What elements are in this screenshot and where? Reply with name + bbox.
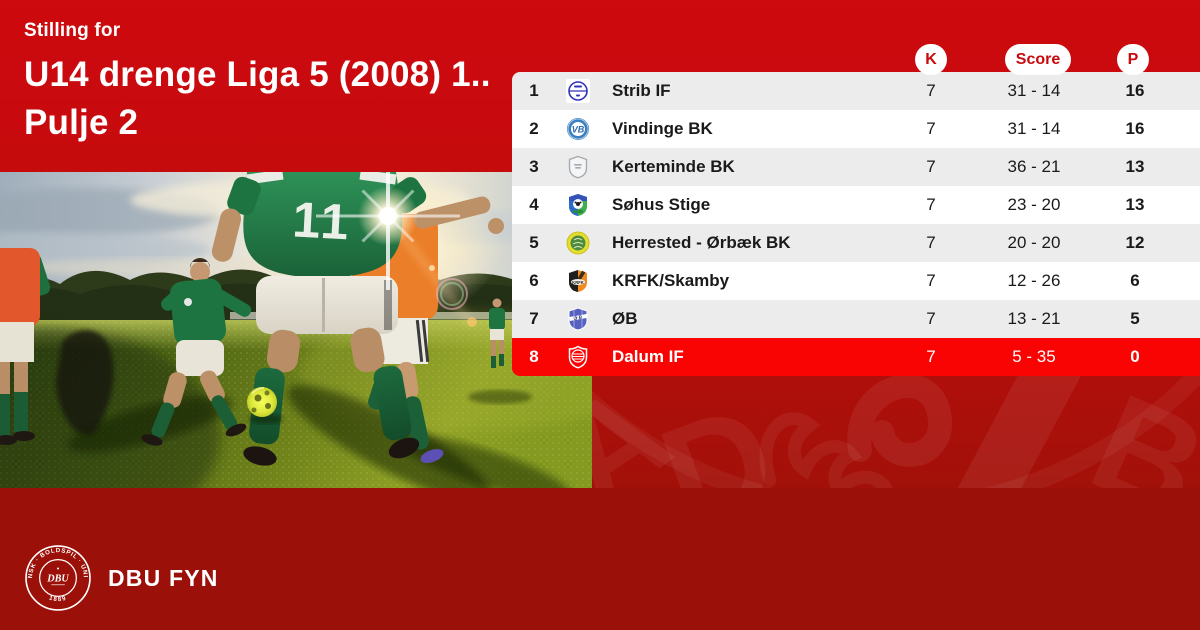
headline-block: Stilling for U14 drenge Liga 5 (2008) 1.… [24,20,491,147]
table-row: 6 KRFK KRFK/Skamby 7 12 - 26 6 [512,262,1200,300]
team-name: KRFK/Skamby [612,271,730,290]
score-cell: 13 - 21 [1007,309,1061,328]
points-cell: 6 [1130,271,1140,290]
matches-cell: 7 [926,195,936,214]
team-name: Kerteminde BK [612,157,735,176]
table-row: 5 Herrested - Ørbæk BK 7 20 - 20 12 [512,224,1200,262]
sun-flare [316,172,477,327]
table-row: 2 VB Vindinge BK 7 31 - 14 16 [512,110,1200,148]
brand-wordmark: DBU FYN [108,564,219,591]
column-header-points: P [1117,44,1149,75]
matches-cell: 7 [926,233,936,252]
dalum-if-logo-icon [556,345,600,369]
table-row-highlighted: 8 Dalum IF 7 5 - 35 0 [512,338,1200,376]
svg-text:DBU: DBU [46,573,69,584]
position-cell: 1 [529,81,539,100]
points-cell: 16 [1125,119,1145,138]
vindinge-bk-logo-icon: VB [556,117,600,141]
standings-table: 1 Strib IF 7 31 - 14 16 2 VB Vindinge BK… [512,72,1200,376]
team-name: Strib IF [612,81,671,100]
points-cell: 0 [1130,347,1140,366]
ob-logo-icon: Ø·B [556,307,600,331]
matches-cell: 7 [926,157,936,176]
soccer-ball [247,387,283,424]
team-name: Vindinge BK [612,119,713,138]
match-photo-illustration: 11 [0,172,592,488]
page-title-line2: Pulje 2 [24,103,139,142]
score-cell: 12 - 26 [1007,271,1061,290]
matches-cell: 7 [926,271,936,290]
points-cell: 12 [1125,233,1145,252]
svg-text:1889: 1889 [48,595,68,604]
score-cell: 23 - 20 [1007,195,1061,214]
sohus-stige-logo-icon [556,193,600,217]
matches-cell: 7 [926,309,936,328]
position-cell: 2 [529,119,539,138]
team-name: Søhus Stige [612,195,711,214]
svg-text:KRFK: KRFK [572,280,584,285]
column-header-score: Score [1005,44,1071,75]
page-title: U14 drenge Liga 5 (2008) 1.. Pulje 2 [24,51,491,147]
position-cell: 8 [529,347,539,366]
background-bottom-band [0,488,1200,630]
score-cell: 36 - 21 [1007,157,1061,176]
points-cell: 5 [1130,309,1140,328]
column-header-matches: K [915,44,947,75]
team-name: Dalum IF [612,347,684,366]
eyebrow-label: Stilling for [24,20,121,41]
matches-cell: 7 [926,119,936,138]
matches-cell: 7 [926,347,936,366]
score-cell: 20 - 20 [1007,233,1061,252]
table-row: 7 Ø·B ØB 7 13 - 21 5 [512,300,1200,338]
kerteminde-bk-logo-icon [556,155,600,179]
table-row: 1 Strib IF 7 31 - 14 16 [512,72,1200,110]
table-row: 3 Kerteminde BK 7 36 - 21 13 [512,148,1200,186]
dbu-crest-watermark-icon: A D B [540,330,1200,488]
team-name: Herrested - Ørbæk BK [612,233,791,252]
points-cell: 13 [1125,195,1145,214]
herrested-orbaek-logo-icon [556,231,600,255]
strib-if-logo-icon [556,79,600,103]
position-cell: 4 [529,195,539,214]
team-name: ØB [612,309,638,328]
page-title-line1: U14 drenge Liga 5 (2008) 1.. [24,55,491,94]
position-cell: 6 [529,271,539,290]
points-cell: 16 [1125,81,1145,100]
krfk-skamby-logo-icon: KRFK [556,269,600,293]
position-cell: 7 [529,309,539,328]
svg-text:VB: VB [572,125,585,135]
position-cell: 3 [529,157,539,176]
score-cell: 5 - 35 [1012,347,1056,366]
score-cell: 31 - 14 [1007,119,1061,138]
jersey-number: 11 [291,191,353,250]
matches-cell: 7 [926,81,936,100]
footer-brand: DANSK · BOLDSPIL · UNION 1889 DBU DBU FY… [24,544,219,612]
position-cell: 5 [529,233,539,252]
svg-text:Ø·B: Ø·B [573,315,583,322]
table-row: 4 Søhus Stige 7 23 - 20 13 [512,186,1200,224]
points-cell: 13 [1125,157,1145,176]
dbu-seal-icon: DANSK · BOLDSPIL · UNION 1889 DBU [24,544,91,611]
score-cell: 31 - 14 [1007,81,1061,100]
